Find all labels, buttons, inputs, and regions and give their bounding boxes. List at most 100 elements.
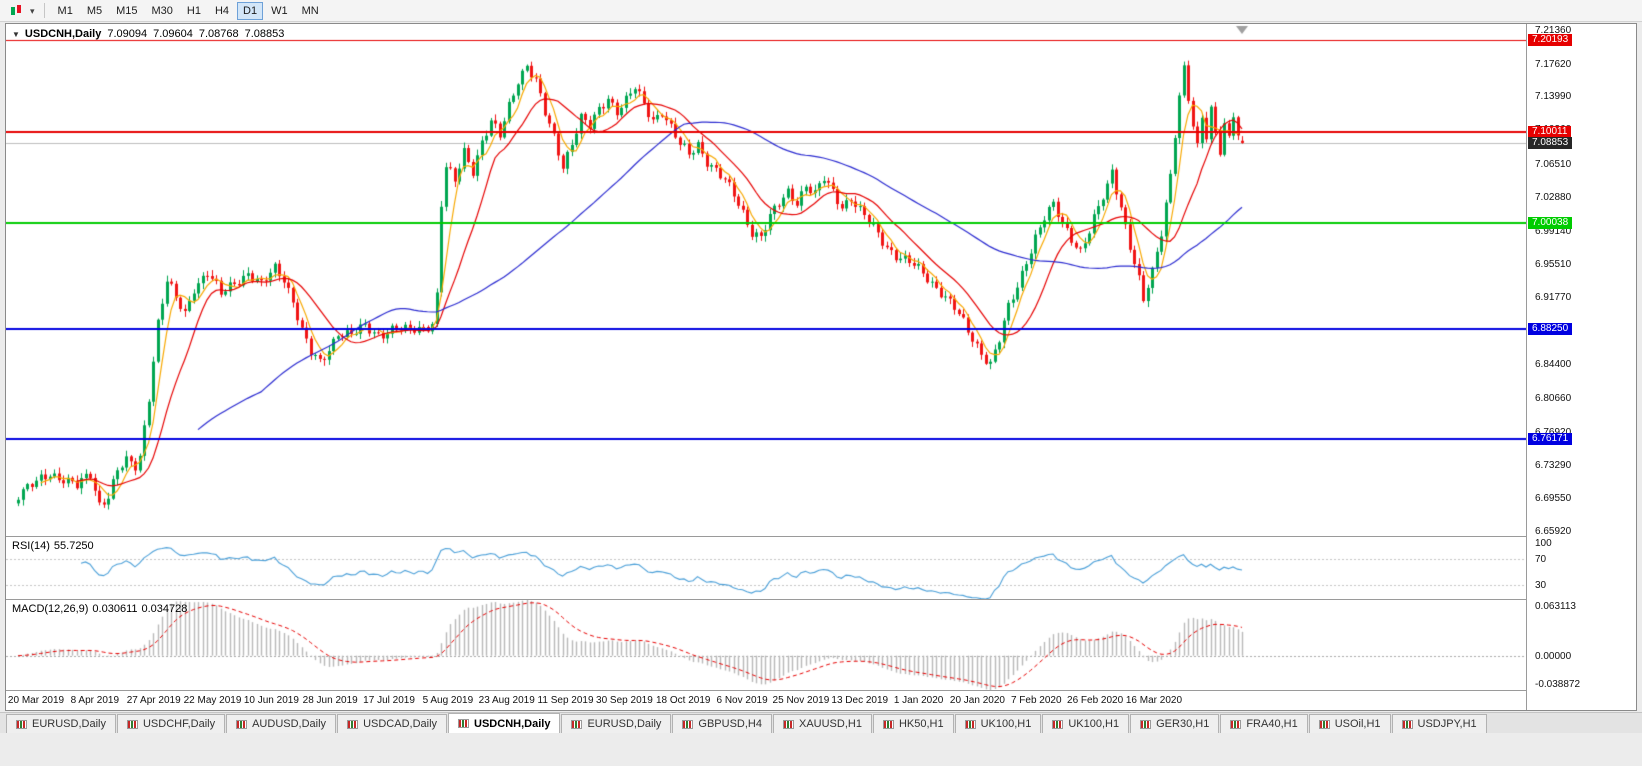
chart-tab-usdchf-daily[interactable]: USDCHF,Daily — [116, 714, 226, 733]
time-axis-label: 23 Aug 2019 — [478, 695, 535, 706]
rsi-name: RSI(14) — [12, 540, 50, 552]
chart-tab-label: GBPUSD,H4 — [698, 718, 762, 730]
pane-separator[interactable] — [6, 536, 1636, 537]
time-axis-label: 8 Apr 2019 — [70, 695, 120, 706]
chart-tab-label: UK100,H1 — [980, 718, 1032, 730]
timeframe-toolbar: ▾ M1 M5 M15 M30 H1 H4 D1 W1 MN — [0, 0, 1642, 22]
timeframe-button-m1[interactable]: M1 — [52, 2, 79, 20]
chart-tab-icon — [882, 719, 894, 729]
chart-tab-eurusd-daily[interactable]: EURUSD,Daily — [6, 714, 116, 733]
chart-tab-gbpusd-h4[interactable]: GBPUSD,H4 — [672, 714, 772, 733]
timeframe-button-m15[interactable]: M15 — [110, 2, 143, 20]
macd-label: MACD(12,26,9) 0.030611 0.034728 — [12, 603, 191, 615]
price-axis-tick: 7.06510 — [1535, 159, 1572, 171]
time-axis[interactable]: 20 Mar 2019 8 Apr 2019 27 Apr 2019 22 May 2… — [6, 691, 1636, 710]
macd-name: MACD(12,26,9) — [12, 603, 89, 615]
macd-axis-label: -0.038872 — [1535, 679, 1581, 690]
chart-tab-usdjpy-h1[interactable]: USDJPY,H1 — [1391, 714, 1487, 733]
time-axis-label: 27 Apr 2019 — [126, 695, 181, 706]
timeframe-button-m30[interactable]: M30 — [146, 2, 179, 20]
chart-tab-usoil-h1[interactable]: USOil,H1 — [1308, 714, 1391, 733]
chart-tab-label: FRA40,H1 — [1246, 718, 1298, 730]
time-axis-label: 28 Jun 2019 — [302, 695, 358, 706]
time-axis-label: 16 Mar 2020 — [1125, 695, 1183, 706]
chart-tab-hk50-h1[interactable]: HK50,H1 — [872, 714, 954, 733]
timeframe-button-d1[interactable]: D1 — [237, 2, 264, 20]
hline-price-badge: 6.76171 — [1528, 432, 1573, 445]
chart-tab-icon — [782, 719, 794, 729]
timeframe-button-w1[interactable]: W1 — [265, 2, 294, 20]
collapse-caret-icon[interactable]: ▼ — [12, 29, 20, 39]
chart-tab-usdcnh-daily[interactable]: USDCNH,Daily — [448, 713, 561, 733]
chart-tab-icon — [1401, 719, 1413, 729]
price-axis-tick: 6.95510 — [1535, 258, 1572, 270]
chart-tab-label: USDCHF,Daily — [142, 718, 216, 730]
macd-axis-label: 0.00000 — [1535, 650, 1572, 662]
chart-tab-icon — [1318, 719, 1330, 729]
ohlc-open: 7.09094 — [107, 28, 148, 40]
pane-separator[interactable] — [6, 599, 1636, 600]
time-axis-label: 13 Dec 2019 — [831, 695, 889, 706]
price-axis-tick: 6.65920 — [1535, 526, 1572, 538]
chart-tab-label: USDCAD,Daily — [363, 718, 438, 730]
macd-canvas[interactable] — [6, 600, 1526, 690]
macd-signal-value: 0.034728 — [141, 603, 188, 615]
chart-tab-label: USDJPY,H1 — [1417, 718, 1477, 730]
pane-separator[interactable] — [6, 690, 1636, 691]
rsi-axis-label: 100 — [1535, 538, 1552, 549]
rsi-canvas[interactable] — [6, 537, 1526, 599]
price-axis-tick: 7.13990 — [1535, 91, 1572, 103]
chart-type-button[interactable] — [5, 3, 27, 19]
ohlc-low: 7.08768 — [198, 28, 239, 40]
chart-tab-bar: EURUSD,Daily USDCHF,Daily AUDUSD,Daily USDC… — [0, 712, 1642, 733]
chart-tab-icon — [458, 719, 470, 728]
timeframe-button-m5[interactable]: M5 — [81, 2, 108, 20]
chart-tab-usdcad-daily[interactable]: USDCAD,Daily — [337, 714, 448, 733]
chart-tab-icon — [1052, 719, 1064, 729]
chart-tab-icon — [682, 719, 694, 729]
chart-tab-label: HK50,H1 — [898, 718, 944, 730]
price-axis-tick: 7.17620 — [1535, 58, 1572, 70]
rsi-axis-label: 70 — [1535, 554, 1547, 566]
chart-tab-icon — [16, 719, 27, 729]
ohlc-close: 7.08853 — [244, 28, 285, 40]
chart-type-dropdown-caret-icon[interactable]: ▾ — [27, 3, 38, 19]
price-axis[interactable]: 7.213607.176207.139907.103607.065107.028… — [1526, 24, 1636, 710]
timeframe-button-h4[interactable]: H4 — [209, 2, 235, 20]
chart-symbol-label: USDCNH,Daily — [24, 28, 102, 40]
chart-tab-eurusd-daily[interactable]: EURUSD,Daily — [561, 714, 672, 733]
current-price-badge: 7.08853 — [1528, 136, 1573, 149]
chart-tab-icon — [571, 719, 583, 729]
chart-title: ▼ USDCNH,Daily 7.09094 7.09604 7.08768 7… — [12, 28, 284, 40]
time-axis-label: 7 Feb 2020 — [1010, 695, 1062, 706]
price-axis-tick: 6.99140 — [1535, 225, 1572, 237]
time-axis-label: 25 Nov 2019 — [772, 695, 830, 706]
main-chart-canvas[interactable] — [6, 24, 1526, 536]
price-axis-tick: 6.80660 — [1535, 392, 1572, 404]
chart-tab-label: AUDUSD,Daily — [252, 718, 327, 730]
chart-tab-audusd-daily[interactable]: AUDUSD,Daily — [226, 714, 337, 733]
price-axis-tick: 6.91770 — [1535, 292, 1572, 304]
time-axis-label: 11 Sep 2019 — [537, 695, 594, 706]
chart-tab-uk100-h1[interactable]: UK100,H1 — [954, 714, 1042, 733]
price-axis-tick: 7.02880 — [1535, 191, 1572, 203]
chart-tab-icon — [236, 719, 248, 729]
chart-tab-ger30-h1[interactable]: GER30,H1 — [1130, 714, 1220, 733]
time-axis-label: 30 Sep 2019 — [596, 695, 653, 706]
macd-indicator-pane: MACD(12,26,9) 0.030611 0.034728 — [6, 600, 1526, 690]
chart-tab-fra40-h1[interactable]: FRA40,H1 — [1220, 714, 1308, 733]
main-chart-pane: ▼ USDCNH,Daily 7.09094 7.09604 7.08768 7… — [6, 24, 1526, 536]
chart-tab-xauusd-h1[interactable]: XAUUSD,H1 — [772, 714, 872, 733]
macd-axis-label: 0.063113 — [1535, 601, 1576, 612]
rsi-indicator-pane: RSI(14) 55.7250 — [6, 537, 1526, 599]
hline-price-badge: 7.10011 — [1528, 126, 1572, 139]
chart-tab-label: UK100,H1 — [1068, 718, 1120, 730]
rsi-axis-label: 30 — [1535, 579, 1547, 591]
chart-tab-label: EURUSD,Daily — [32, 718, 106, 730]
timeframe-button-h1[interactable]: H1 — [181, 2, 207, 20]
ohlc-high: 7.09604 — [153, 28, 193, 40]
timeframe-button-mn[interactable]: MN — [296, 2, 325, 20]
chart-tab-uk100-h1[interactable]: UK100,H1 — [1042, 714, 1130, 733]
macd-value: 0.030611 — [92, 603, 138, 615]
